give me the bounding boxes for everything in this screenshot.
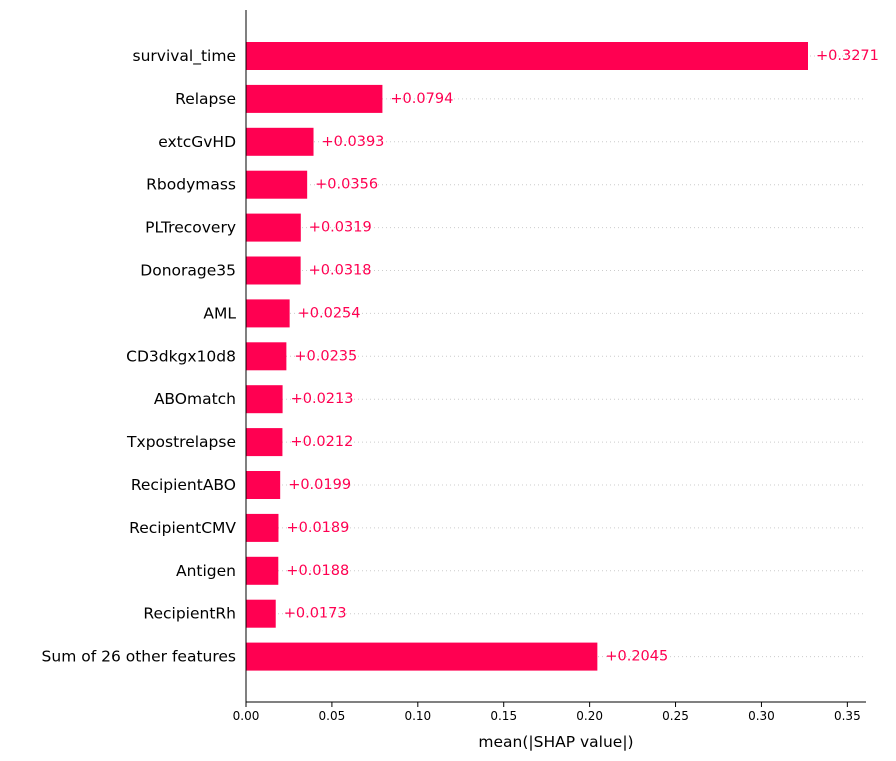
value-label: +0.2045: [605, 649, 668, 665]
value-label: +0.0318: [309, 263, 372, 279]
category-label: ABOmatch: [154, 390, 236, 408]
grid-lines: [246, 55, 866, 658]
x-tick-label: 0.15: [490, 709, 517, 723]
category-label: Txpostrelapse: [126, 433, 236, 451]
category-label: Sum of 26 other features: [42, 648, 236, 666]
x-tick-label: 0.10: [404, 709, 431, 723]
category-label: Rbodymass: [146, 176, 236, 194]
x-tick-label: 0.00: [233, 709, 260, 723]
category-label: RecipientRh: [143, 605, 236, 623]
value-label: +0.0319: [309, 220, 372, 236]
x-tick-label: 0.25: [662, 709, 689, 723]
value-label: +0.3271: [816, 48, 879, 64]
bar: [246, 299, 290, 328]
bar: [246, 342, 287, 371]
x-tick-label: 0.20: [576, 709, 603, 723]
category-label: PLTrecovery: [145, 219, 236, 237]
category-label: Relapse: [175, 90, 236, 108]
value-label: +0.0235: [294, 348, 357, 364]
bar: [246, 213, 301, 242]
axes: [245, 10, 866, 703]
bar: [246, 42, 808, 70]
bar: [246, 428, 283, 457]
x-axis-ticks: 0.00 0.05 0.10 0.15 0.20 0.25 0.30 0.35: [233, 702, 861, 723]
value-label: +0.0212: [290, 434, 353, 450]
category-labels: survival_time Relapse extcGvHD Rbodymass PLT…: [42, 47, 237, 666]
category-label: CD3dkgx10d8: [126, 347, 236, 365]
value-label: +0.0254: [298, 305, 361, 321]
value-label: +0.0794: [390, 91, 453, 107]
x-tick-label: 0.05: [319, 709, 346, 723]
bar: [246, 599, 276, 628]
category-label: extcGvHD: [158, 133, 236, 151]
category-label: Antigen: [176, 562, 236, 580]
bars: [246, 42, 808, 671]
category-label: RecipientABO: [131, 476, 236, 494]
category-label: AML: [203, 304, 236, 322]
value-label: +0.0188: [286, 563, 349, 579]
value-label: +0.0173: [284, 606, 347, 622]
bar: [246, 513, 279, 542]
bar: [246, 127, 314, 156]
category-label: Donorage35: [140, 262, 236, 280]
value-label: +0.0393: [322, 134, 385, 150]
bar: [246, 385, 283, 414]
bar: [246, 471, 281, 499]
bar: [246, 556, 279, 585]
value-label: +0.0213: [291, 391, 354, 407]
value-label: +0.0199: [288, 477, 351, 493]
x-tick-label: 0.35: [834, 709, 861, 723]
value-label: +0.0189: [286, 520, 349, 536]
category-label: RecipientCMV: [129, 519, 236, 537]
category-label: survival_time: [133, 47, 237, 66]
value-label: +0.0356: [315, 177, 378, 193]
x-tick-label: 0.30: [748, 709, 775, 723]
bar: [246, 84, 383, 113]
value-labels: +0.3271 +0.0794 +0.0393 +0.0356 +0.0319 +0.03…: [284, 48, 879, 665]
bar: [246, 256, 301, 285]
bar: [246, 642, 598, 671]
bar: [246, 170, 308, 199]
x-axis-title: mean(|SHAP value|): [478, 733, 633, 751]
